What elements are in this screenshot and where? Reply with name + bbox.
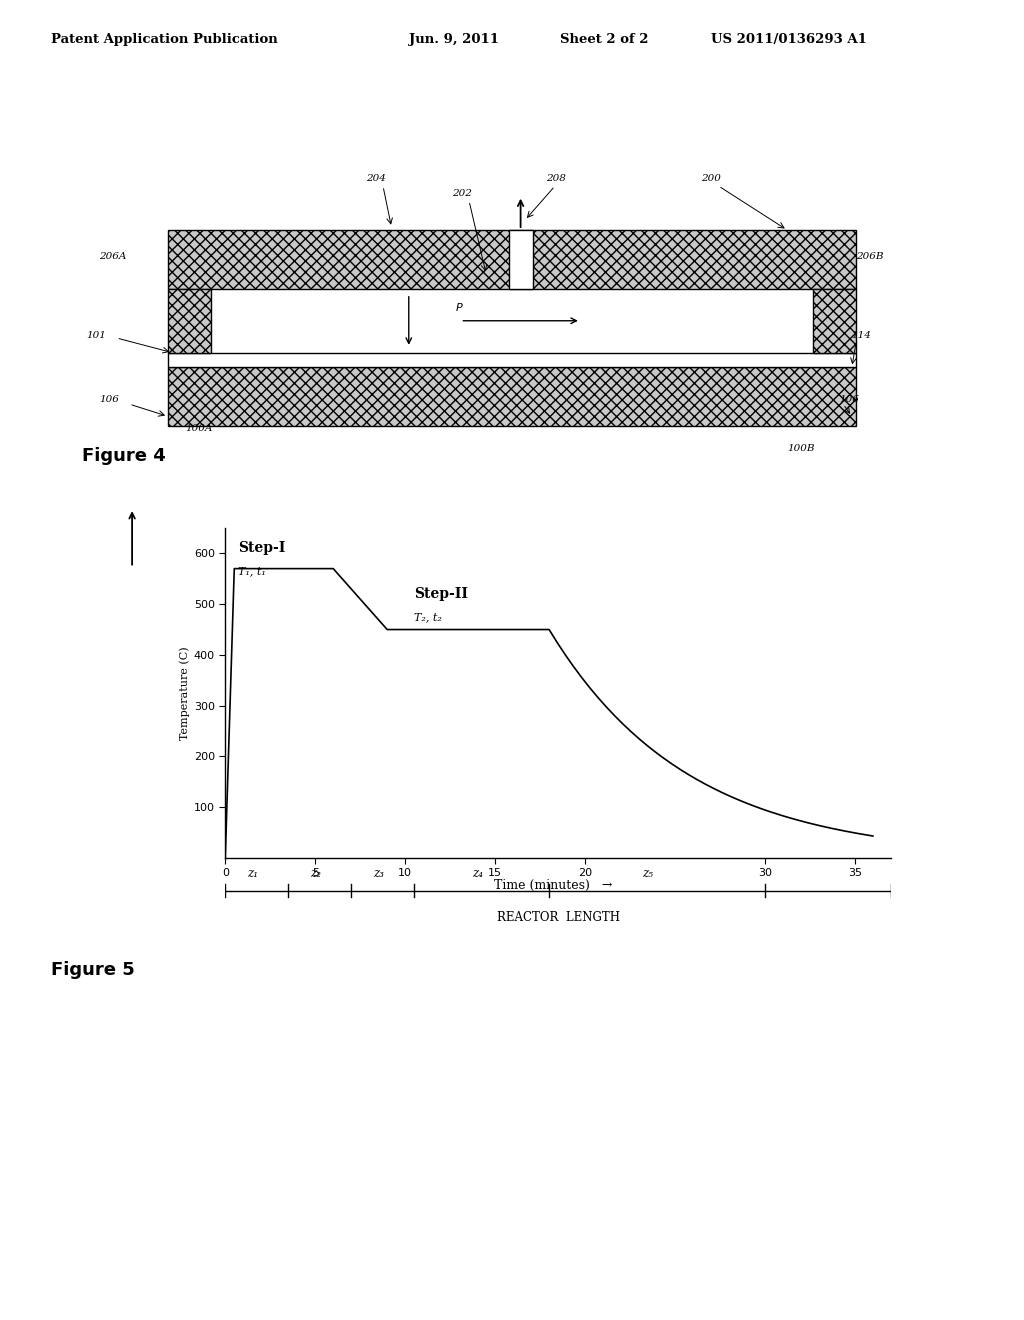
Bar xyxy=(168,352,856,367)
Text: Figure 4: Figure 4 xyxy=(82,447,166,466)
Text: z₁: z₁ xyxy=(247,867,258,880)
Text: 100A: 100A xyxy=(185,424,213,433)
Text: 208: 208 xyxy=(547,174,566,183)
Text: Sheet 2 of 2: Sheet 2 of 2 xyxy=(560,33,648,46)
Text: Patent Application Publication: Patent Application Publication xyxy=(51,33,278,46)
Text: 100B: 100B xyxy=(787,444,815,453)
Text: 206A: 206A xyxy=(99,252,127,261)
Text: Step-II: Step-II xyxy=(414,587,468,601)
Bar xyxy=(168,289,211,352)
Text: US 2011/0136293 A1: US 2011/0136293 A1 xyxy=(711,33,866,46)
Text: T₁, t₁: T₁, t₁ xyxy=(238,566,266,576)
Text: 101: 101 xyxy=(86,331,106,341)
Text: P: P xyxy=(456,304,463,313)
Text: REACTOR  LENGTH: REACTOR LENGTH xyxy=(497,911,620,924)
Y-axis label: Temperature (C): Temperature (C) xyxy=(179,647,189,739)
Text: 106: 106 xyxy=(99,395,119,404)
Text: Time (minutes)   →: Time (minutes) → xyxy=(494,879,612,892)
Text: z₄: z₄ xyxy=(472,867,482,880)
Text: z₂: z₂ xyxy=(309,867,321,880)
Text: T₂, t₂: T₂, t₂ xyxy=(414,612,442,622)
Text: 106: 106 xyxy=(839,395,859,404)
Bar xyxy=(168,230,856,289)
Text: 202: 202 xyxy=(452,189,472,198)
Text: 114: 114 xyxy=(852,331,871,341)
Bar xyxy=(168,367,856,426)
Text: z₃: z₃ xyxy=(373,867,384,880)
Text: 206B: 206B xyxy=(856,252,884,261)
Text: Step-I: Step-I xyxy=(238,541,286,556)
Text: 204: 204 xyxy=(366,174,386,183)
Bar xyxy=(509,230,532,289)
Text: Jun. 9, 2011: Jun. 9, 2011 xyxy=(410,33,499,46)
Text: z₅: z₅ xyxy=(642,867,653,880)
Text: 200: 200 xyxy=(701,174,721,183)
Text: Figure 5: Figure 5 xyxy=(51,961,135,979)
Bar xyxy=(813,289,856,352)
